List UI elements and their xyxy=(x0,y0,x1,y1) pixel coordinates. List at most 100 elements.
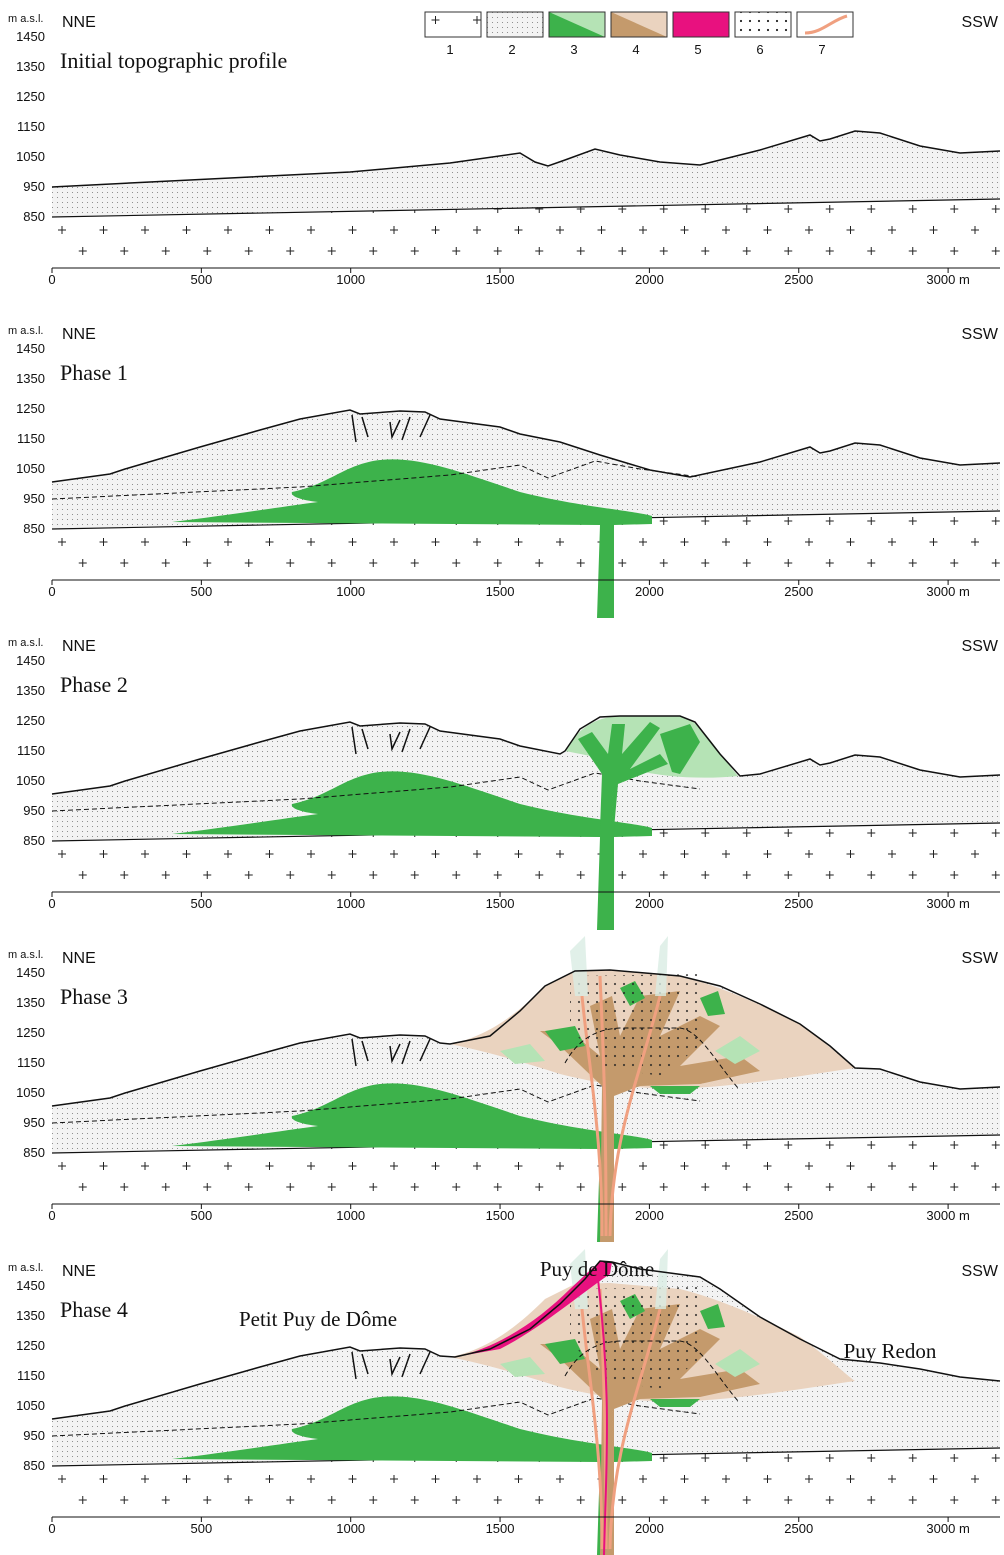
y-tick-label: 1250 xyxy=(16,1025,45,1040)
panel-title: Phase 3 xyxy=(60,984,128,1009)
y-tick-label: 950 xyxy=(23,803,45,818)
right-end: SSW xyxy=(962,14,999,31)
x-tick-label: 2500 xyxy=(784,584,813,599)
x-tick-label: 3000 m xyxy=(926,1208,969,1223)
y-tick-label: 1350 xyxy=(16,995,45,1010)
legend-label: 2 xyxy=(508,42,515,57)
legend-item: 3 xyxy=(549,12,605,57)
peak-label: Petit Puy de Dôme xyxy=(239,1307,397,1331)
x-tick-label: 3000 m xyxy=(926,1521,969,1536)
x-tick-label: 2000 xyxy=(635,584,664,599)
y-tick-label: 1050 xyxy=(16,461,45,476)
peak-label: Puy Redon xyxy=(844,1339,937,1363)
y-tick-label: 950 xyxy=(23,179,45,194)
y-tick-label: 850 xyxy=(23,209,45,224)
legend-label: 6 xyxy=(756,42,763,57)
x-tick-label: 2500 xyxy=(784,1208,813,1223)
x-tick-label: 2000 xyxy=(635,272,664,287)
x-tick-label: 3000 m xyxy=(926,272,969,287)
x-tick-label: 0 xyxy=(48,1521,55,1536)
x-tick-label: 500 xyxy=(190,896,212,911)
y-tick-label: 1350 xyxy=(16,1308,45,1323)
y-unit: m a.s.l. xyxy=(8,13,43,25)
y-tick-label: 950 xyxy=(23,1428,45,1443)
y-tick-label: 1150 xyxy=(17,743,45,758)
peak-label: Puy de Dôme xyxy=(540,1257,654,1281)
x-tick-label: 2000 xyxy=(635,1208,664,1223)
y-tick-label: 950 xyxy=(23,491,45,506)
x-tick-label: 2500 xyxy=(784,1521,813,1536)
x-tick-label: 0 xyxy=(48,896,55,911)
y-tick-label: 1450 xyxy=(16,1278,45,1293)
x-tick-label: 2000 xyxy=(635,1521,664,1536)
left-end: NNE xyxy=(62,950,96,967)
x-tick-label: 2000 xyxy=(635,896,664,911)
y-unit: m a.s.l. xyxy=(8,325,43,337)
panel-title: Phase 1 xyxy=(60,360,128,385)
y-tick-label: 1150 xyxy=(17,1368,45,1383)
y-tick-label: 1250 xyxy=(16,89,45,104)
y-tick-label: 1450 xyxy=(16,653,45,668)
left-end: NNE xyxy=(62,1263,96,1280)
legend-item: 6 xyxy=(735,12,791,57)
y-tick-label: 850 xyxy=(23,1145,45,1160)
y-unit: m a.s.l. xyxy=(8,637,43,649)
panel: 0 500 1000 1500 2000 2500 3000 m 1450 1350 1250 11… xyxy=(8,1249,1000,1555)
legend-label: 7 xyxy=(818,42,825,57)
panel-title: Initial topographic profile xyxy=(60,48,287,73)
legend-swatch xyxy=(735,12,791,37)
legend-swatch xyxy=(673,12,729,37)
x-tick-label: 2500 xyxy=(784,272,813,287)
x-tick-label: 500 xyxy=(190,1521,212,1536)
right-end: SSW xyxy=(962,950,999,967)
legend-item: 4 xyxy=(611,12,667,57)
y-tick-label: 1050 xyxy=(16,1398,45,1413)
x-tick-label: 500 xyxy=(190,272,212,287)
legend-swatch xyxy=(425,12,481,37)
page: {"legend":{"items":["1","2","3","4","5",… xyxy=(0,0,1004,1555)
y-tick-label: 1150 xyxy=(17,431,45,446)
legend-label: 1 xyxy=(446,42,453,57)
y-tick-label: 1050 xyxy=(16,1085,45,1100)
x-tick-label: 1500 xyxy=(486,272,515,287)
y-tick-label: 1250 xyxy=(16,401,45,416)
y-unit: m a.s.l. xyxy=(8,949,43,961)
panel-title: Phase 2 xyxy=(60,672,128,697)
x-tick-label: 1000 xyxy=(336,272,365,287)
x-tick-label: 1000 xyxy=(336,1208,365,1223)
panel-title: Phase 4 xyxy=(60,1297,128,1322)
x-tick-label: 0 xyxy=(48,584,55,599)
panel: 0 500 1000 1500 2000 2500 3000 m 1450 1350 1250 11… xyxy=(8,936,1000,1242)
legend-item: 5 xyxy=(673,12,729,57)
x-tick-label: 2500 xyxy=(784,896,813,911)
y-tick-label: 1050 xyxy=(16,149,45,164)
legend-label: 3 xyxy=(570,42,577,57)
x-tick-label: 1500 xyxy=(486,896,515,911)
y-tick-label: 1150 xyxy=(17,1055,45,1070)
x-tick-label: 1500 xyxy=(486,1208,515,1223)
legend-item: 2 xyxy=(487,12,543,57)
y-tick-label: 1350 xyxy=(16,371,45,386)
left-end: NNE xyxy=(62,638,96,655)
y-tick-label: 950 xyxy=(23,1115,45,1130)
x-tick-label: 1000 xyxy=(336,584,365,599)
x-tick-label: 1000 xyxy=(336,896,365,911)
x-tick-label: 3000 m xyxy=(926,896,969,911)
legend-label: 4 xyxy=(632,42,639,57)
legend-swatch xyxy=(487,12,543,37)
y-tick-label: 850 xyxy=(23,521,45,536)
y-tick-label: 1250 xyxy=(16,1338,45,1353)
y-tick-label: 1450 xyxy=(16,341,45,356)
left-end: NNE xyxy=(62,14,96,31)
x-tick-label: 0 xyxy=(48,1208,55,1223)
y-tick-label: 1350 xyxy=(16,683,45,698)
x-tick-label: 1000 xyxy=(336,1521,365,1536)
right-end: SSW xyxy=(962,326,999,343)
x-tick-label: 1500 xyxy=(486,1521,515,1536)
x-tick-label: 500 xyxy=(190,1208,212,1223)
y-tick-label: 850 xyxy=(23,1458,45,1473)
y-tick-label: 1450 xyxy=(16,965,45,980)
x-tick-label: 0 xyxy=(48,272,55,287)
